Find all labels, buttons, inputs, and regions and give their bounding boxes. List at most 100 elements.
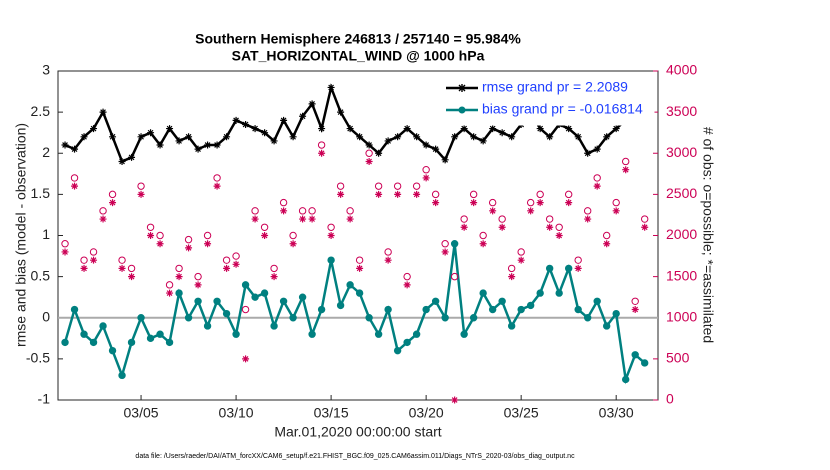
point	[270, 273, 278, 281]
marker	[175, 264, 183, 273]
marker	[450, 272, 459, 281]
x-axis-label: Mar.01,2020 00:00:00 start	[274, 424, 441, 440]
marker	[527, 207, 535, 215]
point	[489, 207, 497, 215]
marker	[223, 133, 231, 141]
marker	[336, 301, 345, 310]
marker	[593, 145, 601, 153]
point	[413, 133, 421, 141]
point	[223, 133, 231, 141]
marker	[450, 240, 459, 248]
point	[222, 256, 231, 264]
marker	[175, 137, 183, 145]
point	[564, 264, 573, 273]
y-axis-label: rmse and bias (model - observation)	[13, 123, 29, 347]
marker	[89, 248, 98, 256]
marker	[479, 240, 487, 248]
point	[403, 338, 411, 347]
point	[108, 190, 117, 199]
marker	[70, 174, 79, 182]
point	[412, 330, 421, 338]
point	[432, 199, 440, 207]
y-tick-label: 1.5	[31, 185, 51, 201]
marker	[156, 231, 164, 240]
point	[355, 289, 364, 297]
marker	[260, 289, 269, 297]
x-tick-label: 03/05	[124, 405, 159, 421]
marker	[241, 281, 250, 289]
marker	[213, 141, 221, 149]
point	[507, 264, 516, 273]
marker	[270, 322, 278, 330]
point	[593, 174, 601, 182]
point	[251, 125, 259, 133]
marker	[584, 215, 592, 223]
point	[450, 272, 459, 281]
marker	[109, 199, 117, 207]
marker	[127, 338, 136, 347]
marker	[232, 330, 240, 338]
marker	[165, 281, 174, 289]
chart-subtitle: SAT_HORIZONTAL_WIND @ 1000 hPa	[232, 48, 485, 64]
x-tick-label: 03/15	[314, 405, 349, 421]
point	[355, 256, 364, 264]
marker	[317, 305, 326, 314]
x-tick-label: 03/20	[409, 405, 444, 421]
point	[308, 207, 316, 215]
y2-tick-label: 500	[666, 350, 690, 366]
marker	[451, 133, 459, 141]
marker	[555, 232, 563, 239]
point	[194, 145, 202, 153]
point	[394, 133, 402, 141]
marker	[242, 355, 250, 363]
point	[270, 264, 278, 273]
point	[118, 157, 126, 165]
point	[194, 272, 202, 281]
point	[536, 289, 544, 297]
marker	[289, 314, 297, 322]
marker	[156, 240, 164, 248]
marker	[498, 215, 506, 223]
point	[308, 100, 316, 108]
point	[432, 145, 440, 153]
point	[337, 190, 345, 198]
marker	[355, 289, 364, 297]
point	[441, 248, 449, 256]
point	[298, 207, 307, 215]
point	[61, 240, 69, 248]
point	[346, 125, 354, 133]
marker	[574, 305, 582, 314]
marker	[536, 125, 544, 133]
marker	[356, 133, 364, 141]
legend-box	[441, 74, 655, 126]
marker	[223, 264, 231, 272]
point	[317, 305, 326, 314]
point	[498, 297, 506, 305]
point	[565, 199, 573, 207]
marker	[261, 129, 269, 137]
point	[403, 281, 411, 289]
point	[308, 215, 316, 223]
marker	[640, 359, 649, 367]
marker	[394, 133, 402, 141]
marker	[612, 198, 620, 207]
marker	[137, 190, 145, 198]
marker	[564, 190, 573, 199]
marker	[460, 215, 468, 223]
point	[109, 133, 117, 141]
marker	[631, 351, 639, 359]
point	[118, 264, 126, 272]
marker	[384, 248, 392, 256]
y2-tick-label: 1500	[666, 267, 697, 283]
marker	[602, 322, 611, 330]
y-tick-label: 0.5	[31, 267, 51, 283]
marker	[61, 338, 69, 347]
marker	[413, 190, 421, 198]
marker	[441, 240, 449, 248]
marker	[327, 232, 335, 239]
marker	[203, 322, 212, 330]
marker	[526, 198, 535, 207]
point	[536, 125, 544, 133]
marker	[365, 149, 373, 157]
marker	[175, 289, 183, 297]
